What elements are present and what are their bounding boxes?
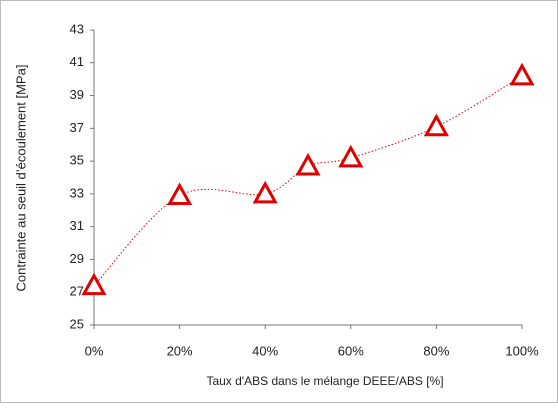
y-tick-label: 31 bbox=[70, 218, 84, 233]
marker bbox=[295, 152, 321, 176]
y-tick-label: 35 bbox=[70, 153, 84, 168]
x-tick-label: 60% bbox=[338, 343, 364, 358]
y-axis-label: Contrainte au seuil d’écoulement [MPa] bbox=[13, 65, 28, 292]
marker bbox=[509, 62, 535, 86]
x-tick-label: 80% bbox=[423, 343, 449, 358]
y-tick-label: 33 bbox=[70, 185, 84, 200]
y-tick-label: 27 bbox=[70, 284, 84, 299]
x-tick-label: 100% bbox=[505, 343, 539, 358]
y-tick-label: 39 bbox=[70, 87, 84, 102]
marker bbox=[423, 113, 449, 137]
y-tick-label: 41 bbox=[70, 54, 84, 69]
marker bbox=[252, 180, 278, 204]
y-tick-label: 25 bbox=[70, 316, 84, 331]
marker bbox=[167, 182, 193, 206]
marker bbox=[338, 144, 364, 168]
y-tick-label: 37 bbox=[70, 120, 84, 135]
y-tick-label: 29 bbox=[70, 251, 84, 266]
x-tick-label: 20% bbox=[167, 343, 193, 358]
y-tick-label: 43 bbox=[70, 21, 84, 36]
x-tick-label: 40% bbox=[252, 343, 278, 358]
x-axis-label: Taux d'ABS dans le mélange DEEE/ABS [%] bbox=[206, 374, 443, 388]
marker bbox=[81, 272, 107, 296]
x-tick-label: 0% bbox=[85, 343, 104, 358]
